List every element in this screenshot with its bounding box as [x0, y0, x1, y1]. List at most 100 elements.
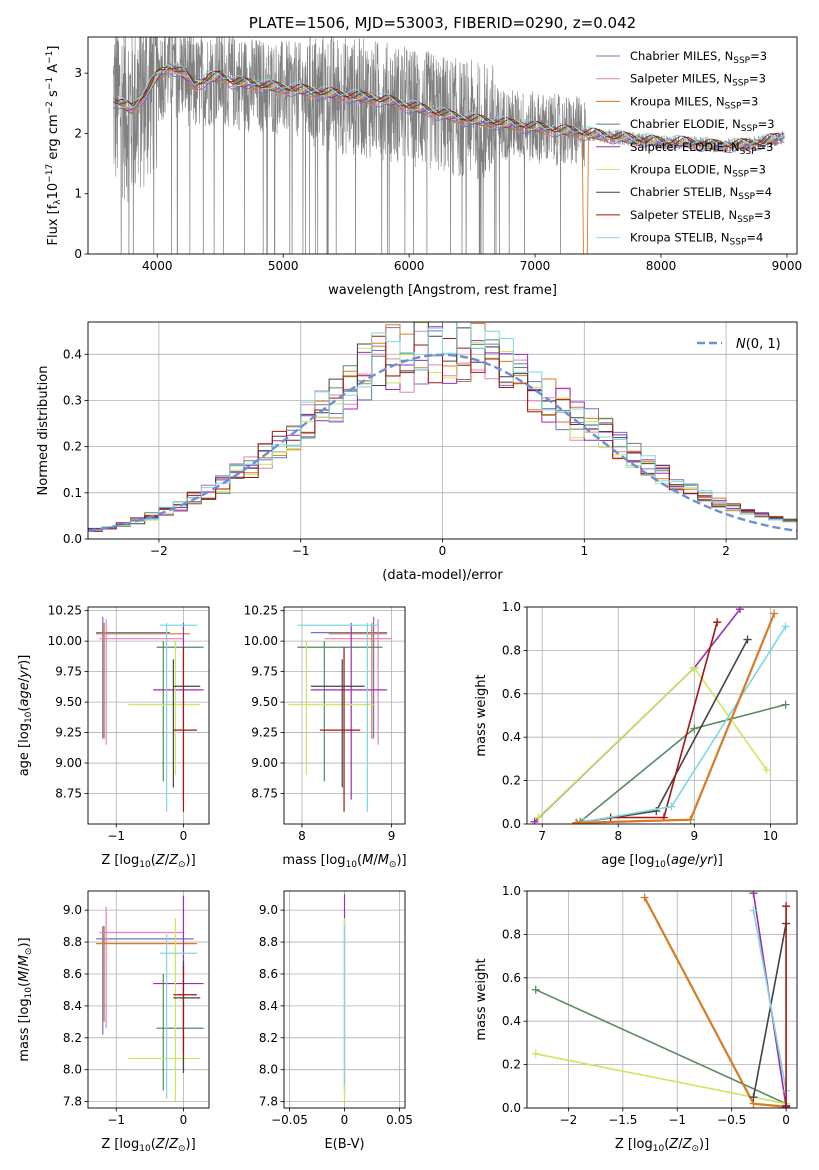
legend: Chabrier MILES, NSSP=3 Salpeter MILES, NS…: [596, 49, 775, 248]
weight-line-2: [643, 896, 787, 1108]
normal-reference-curve: [88, 353, 797, 533]
x-tick-label: 8: [614, 829, 622, 843]
y-tick-label: 9.75: [55, 665, 82, 679]
weight-marker-0: [530, 817, 539, 824]
x-tick-label: 10: [763, 829, 778, 843]
legend-label: Chabrier MILES, NSSP=3: [630, 49, 767, 66]
plot-area-mass_vs_Z: [88, 891, 209, 1108]
x-tick-label: −2: [150, 544, 168, 558]
x-tick-label: −0.05: [271, 1113, 308, 1127]
y-tick-label: 8.4: [259, 999, 278, 1013]
y-tick-label: 8.2: [63, 1031, 82, 1045]
x-axis-label: Z [log10(Z/Z⊙)]: [101, 1137, 195, 1154]
weight-line-5: [583, 626, 787, 823]
legend-label: Kroupa STELIB, NSSP=4: [630, 231, 763, 248]
axes-frame: [526, 606, 798, 825]
histogram-step-3: [88, 322, 797, 539]
x-tick-label: −2: [560, 1113, 578, 1127]
legend-label: Kroupa ELODIE, NSSP=3: [630, 163, 766, 180]
model-line-8: [116, 63, 785, 146]
plot-area-spectrum: [112, 37, 785, 254]
axes-frame: [526, 890, 798, 1109]
x-tick-label: 8: [298, 829, 306, 843]
y-axis-label-group: Flux [fλ10−17 erg cm−2 s−1 A−1]: [45, 46, 63, 246]
legend-label: Chabrier ELODIE, NSSP=3: [630, 117, 775, 134]
x-axis-label: age [log10(age/yr)]: [601, 853, 723, 870]
histogram-step-8: [88, 322, 797, 539]
panel-spectrum: 4000 5000 6000 7000 8000 9000 0 1 2 3 PLATE=1506, …: [45, 14, 803, 298]
y-tick-label: 8.6: [259, 967, 278, 981]
legend-label: Salpeter ELODIE, NSSP=3: [630, 140, 773, 157]
x-axis-label: mass [log10(M/M⊙)]: [282, 853, 406, 870]
y-tick-label: 7.8: [63, 1095, 82, 1109]
legend-label-normal: N(0, 1): [736, 337, 781, 352]
y-tick-label: 3: [74, 66, 82, 80]
panel-age_vs_mass: 8 9 8.75 9.00 9.25 9.50 9.75 10.00 10.25 mass [lo…: [244, 604, 407, 870]
weight-line-4: [576, 621, 718, 824]
y-axis-label: age [log10(age/yr)]: [17, 655, 34, 777]
y-tick-label: 1: [74, 187, 82, 201]
y-tick-label: 8.75: [251, 787, 278, 801]
weight-line-3: [576, 639, 749, 824]
y-tick-label: 10.25: [244, 604, 278, 618]
axes-frame: [283, 890, 406, 1109]
weight-marker-6: [770, 609, 779, 618]
plot-area-mass_vs_ebv: [284, 891, 405, 1108]
panel-residuals: −2 −1 0 1 2 0.0 0.1 0.2 0.3 0.4 N(0, 1) (data-model…: [36, 321, 798, 583]
plot-area-age_vs_Z: [88, 607, 209, 824]
weight-marker-3: [743, 635, 752, 644]
panel-mass_vs_ebv: −0.05 0 0.05 7.8 8.0 8.2 8.4 8.6 8.8 9.0 E(B-V): [259, 890, 413, 1152]
y-tick-label: 9.0: [63, 903, 82, 917]
weight-marker-5: [667, 802, 676, 811]
y-tick-label: 8.75: [55, 787, 82, 801]
y-tick-label: 0.4: [502, 1014, 521, 1028]
x-tick-label: 4000: [142, 259, 173, 273]
axes-frame: [87, 36, 798, 255]
x-tick-label: −1: [668, 1113, 686, 1127]
x-tick-label: −1: [107, 1113, 125, 1127]
y-tick-label: 0.4: [63, 347, 82, 361]
y-tick-label: 9.25: [55, 726, 82, 740]
axes-frame: [87, 321, 798, 540]
y-axis-label: mass [log10(M/M⊙)]: [17, 937, 34, 1061]
axes-frame: [283, 606, 406, 825]
plot-area-massweight_vs_Z: [527, 891, 797, 1108]
y-tick-label: 0.2: [502, 1058, 521, 1072]
y-tick-label: 1.0: [502, 884, 521, 898]
y-tick-label: 2: [74, 126, 82, 140]
x-tick-label: 7: [538, 829, 546, 843]
y-tick-label: 0.3: [63, 393, 82, 407]
x-tick-label: −1: [292, 544, 310, 558]
x-axis-label: Z [log10(Z/Z⊙)]: [615, 1137, 709, 1154]
x-tick-label: 9000: [772, 259, 803, 273]
weight-line-0: [535, 988, 787, 1105]
weight-line-1: [535, 1053, 787, 1105]
x-tick-label: 0: [439, 544, 447, 558]
x-tick-label: 5000: [268, 259, 299, 273]
y-tick-label: 0.1: [63, 486, 82, 500]
weight-marker-1: [762, 765, 771, 774]
panel-massweight_vs_age: 7 8 9 10 0.0 0.2 0.4 0.6 0.8 1.0 age [log10(age/yr…: [474, 600, 798, 870]
y-axis-label: Normed distribution: [36, 366, 51, 496]
x-axis-label: E(B-V): [324, 1137, 364, 1152]
weight-marker-6: [782, 902, 791, 911]
x-tick-label: 9: [691, 829, 699, 843]
y-tick-label: 8.2: [259, 1031, 278, 1045]
spectrum-data-line: [112, 37, 785, 254]
x-tick-label: 0.05: [386, 1113, 413, 1127]
panel-age_vs_Z: −1 0 8.75 9.00 9.25 9.50 9.75 10.00 10.25 Z [log1…: [17, 604, 210, 870]
weight-line-0: [534, 608, 741, 823]
x-tick-label: 1: [580, 544, 588, 558]
y-tick-label: 9.25: [251, 726, 278, 740]
x-axis-label: (data-model)/error: [382, 568, 503, 583]
y-tick-label: 8.6: [63, 967, 82, 981]
weight-marker-4: [749, 891, 758, 898]
weight-marker-5: [749, 906, 758, 915]
legend-label: Salpeter STELIB, NSSP=3: [630, 208, 771, 225]
y-tick-label: 0.0: [502, 817, 521, 831]
y-tick-label: 0.0: [63, 532, 82, 546]
y-tick-label: 10.00: [48, 634, 82, 648]
x-tick-label: 0: [180, 829, 188, 843]
weight-marker-2: [640, 893, 649, 902]
